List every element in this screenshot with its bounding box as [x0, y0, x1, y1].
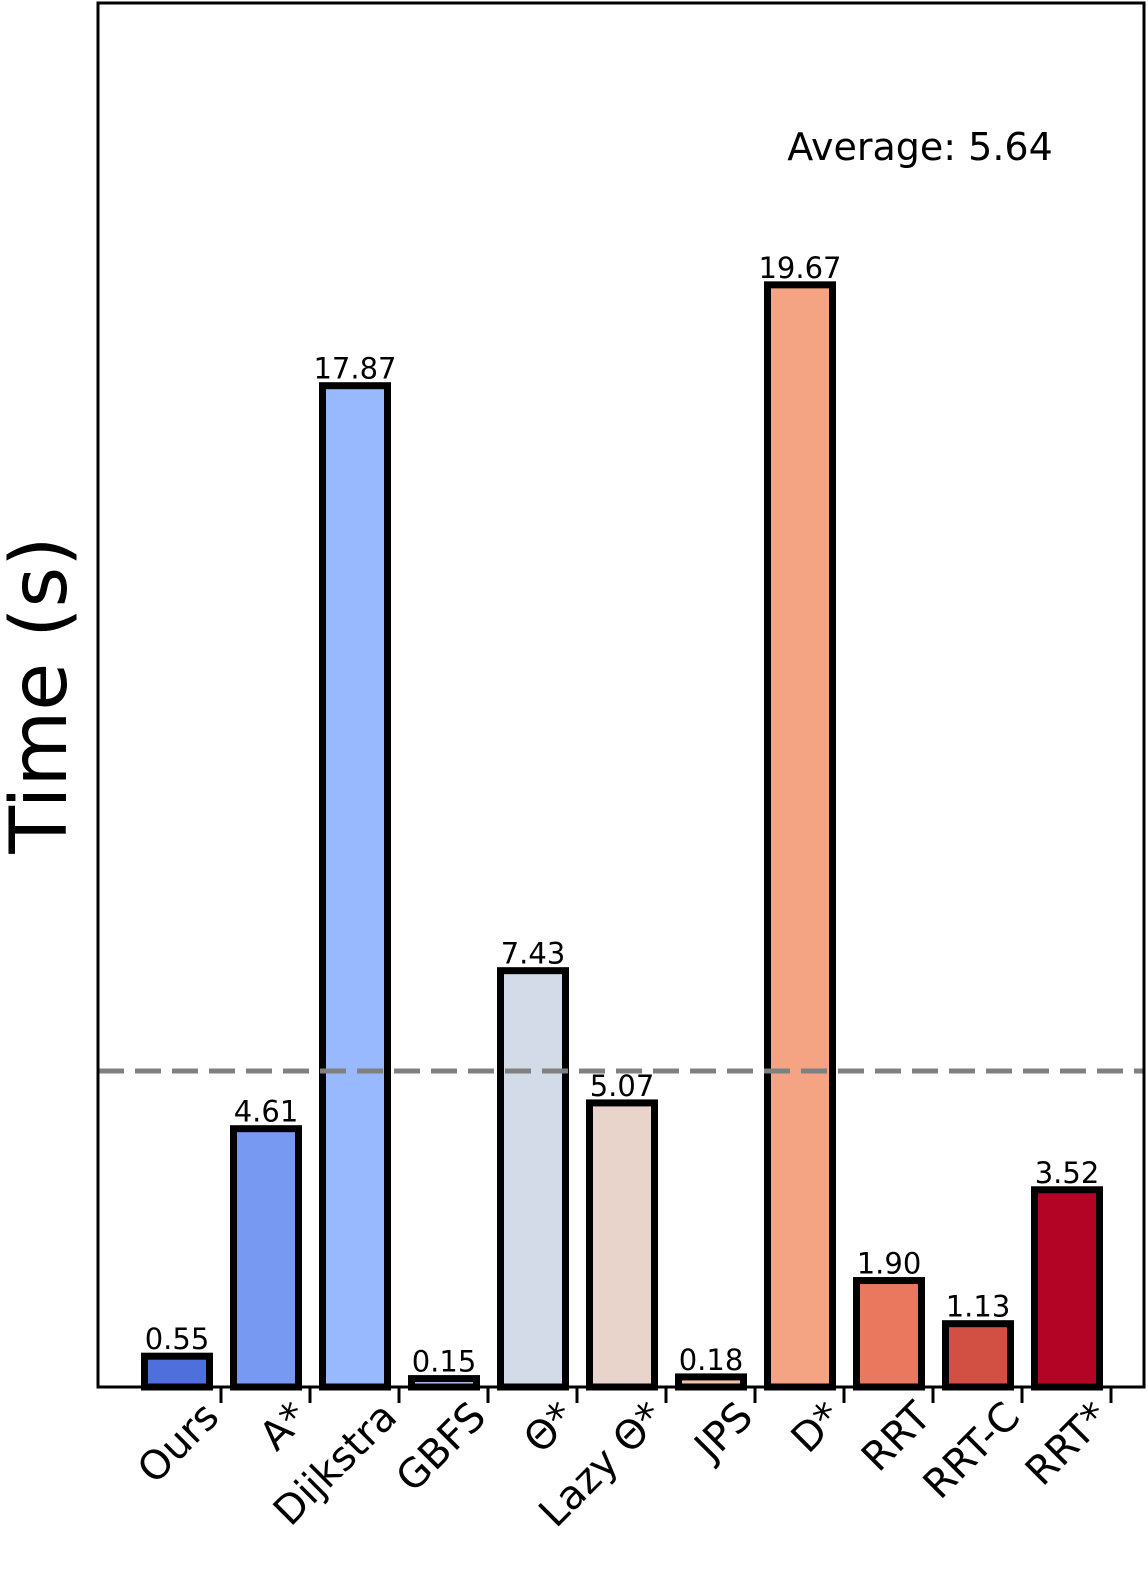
plot-frame	[96, 1, 1146, 1389]
average-annotation: Average: 5.64	[787, 125, 1053, 169]
bar-0	[141, 1352, 213, 1391]
bar-2	[319, 382, 391, 1391]
bar-value-label: 1.13	[946, 1290, 1011, 1324]
bar-8	[853, 1277, 925, 1391]
bar-9	[942, 1320, 1014, 1391]
x-tick-label: GBFS	[387, 1394, 495, 1502]
x-tick-label: A*	[251, 1394, 317, 1460]
x-tick-label: RRT-C	[915, 1394, 1029, 1508]
x-tick-label: Θ*	[515, 1394, 584, 1463]
bar-5	[586, 1099, 658, 1391]
bar-4	[497, 967, 569, 1391]
bar-value-label: 17.87	[313, 352, 396, 386]
bar-value-label: 0.15	[412, 1345, 477, 1379]
x-tick-label: Ours	[129, 1394, 228, 1493]
bar-value-labels: 0.55 4.61 17.87 0.15 7.43 5.07 0.18 19.67 1.90 1.…	[145, 251, 1100, 1379]
bar-value-label: 19.67	[758, 251, 841, 285]
x-axis-ticks	[219, 1387, 1113, 1403]
bar-value-label: 0.55	[145, 1322, 210, 1356]
y-axis-label: Time (s)	[0, 536, 85, 854]
x-tick-label: RRT*	[1017, 1394, 1118, 1495]
bar-value-label: 7.43	[501, 937, 566, 971]
bars-group	[141, 281, 1103, 1391]
x-tick-label: JPS	[684, 1394, 762, 1472]
bar-7	[764, 281, 836, 1391]
bar-value-label: 3.52	[1035, 1156, 1100, 1190]
bar-value-label: 4.61	[234, 1095, 299, 1129]
bar-value-label: 5.07	[590, 1069, 655, 1103]
bar-value-label: 1.90	[857, 1247, 922, 1281]
x-tick-label: D*	[783, 1394, 851, 1462]
bar-1	[230, 1125, 302, 1391]
bar-6	[675, 1373, 747, 1391]
bar-value-label: 0.18	[679, 1343, 744, 1377]
bar-10	[1031, 1186, 1103, 1391]
